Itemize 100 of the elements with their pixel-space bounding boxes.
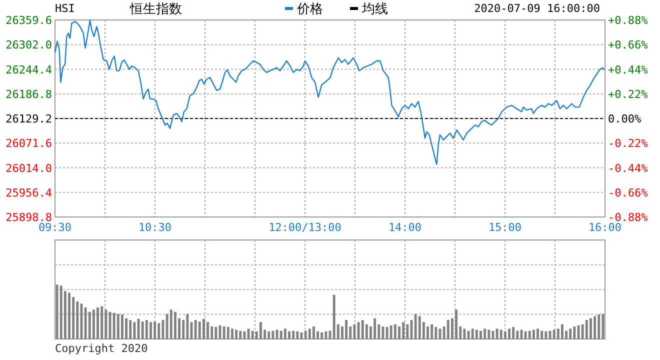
bar (512, 327, 515, 339)
bar (598, 314, 600, 339)
bar (544, 331, 548, 339)
bar (133, 322, 136, 339)
x-tick-label: 16:00 (588, 221, 622, 234)
bar (125, 318, 128, 339)
bar (556, 328, 560, 339)
bar (434, 327, 438, 339)
bar (166, 314, 168, 339)
bar (536, 328, 539, 339)
bar (516, 330, 519, 339)
bar (222, 326, 226, 339)
bar (150, 322, 152, 339)
y2-tick-label: +0.66% (608, 38, 648, 52)
y-tick-label: 26244.4 (6, 63, 52, 76)
bar (430, 324, 434, 339)
y-tick-label: 26359.6 (6, 14, 52, 27)
bar (174, 312, 176, 339)
y2-tick-label: -0.22% (608, 137, 648, 150)
bar (590, 318, 592, 339)
bar (398, 326, 400, 339)
bar (76, 301, 79, 339)
bar (100, 306, 104, 339)
bar (426, 326, 429, 339)
bar (552, 330, 556, 339)
bar (402, 322, 405, 339)
bar (260, 322, 262, 339)
y-tick-label: 25956.4 (6, 186, 52, 200)
y-tick-label: 26071.6 (6, 137, 52, 150)
chart-title: 恒生指数 (129, 2, 182, 17)
x-tick-label: 09:30 (38, 221, 72, 234)
bar (56, 284, 58, 339)
bar (602, 314, 604, 339)
y-tick-label: 26014.0 (6, 162, 52, 175)
bar (158, 323, 160, 339)
bar (418, 316, 421, 339)
bar (484, 328, 486, 339)
bar (414, 314, 417, 339)
bar (60, 286, 62, 339)
legend-label: 均线 (361, 2, 388, 17)
bar (540, 330, 544, 339)
y2-tick-label: +0.44% (608, 63, 648, 76)
bar (214, 327, 218, 339)
bar (471, 328, 474, 339)
bar (170, 310, 172, 339)
x-tick-label: 10:30 (138, 221, 172, 234)
bar (154, 322, 156, 339)
bar (406, 324, 409, 339)
bar (594, 316, 596, 339)
bar (488, 330, 490, 339)
bar (532, 330, 535, 339)
bar (304, 330, 307, 339)
bar (394, 324, 396, 339)
y-tick-label: 26186.8 (6, 88, 52, 101)
legend-label: 价格 (296, 2, 323, 17)
bar (332, 294, 336, 339)
bar (129, 320, 132, 339)
bar (390, 325, 392, 339)
bar (145, 320, 148, 339)
bar (324, 331, 328, 339)
bar (292, 330, 295, 339)
bar (492, 330, 494, 339)
y2-tick-label: +0.22% (608, 88, 648, 101)
bar (524, 331, 527, 339)
bar (561, 324, 564, 339)
y2-tick-label: 0.00% (608, 112, 642, 126)
bar (276, 330, 278, 339)
bar (121, 314, 124, 339)
bar (500, 330, 502, 339)
bar (296, 331, 299, 339)
bar (496, 328, 498, 339)
x-tick-label: 12:00/13:00 (268, 221, 342, 234)
y2-tick-label: +0.88% (608, 14, 648, 27)
text: Copyright 2020 (55, 342, 148, 355)
bar (92, 310, 95, 339)
y-tick-label: 26129.2 (6, 112, 52, 126)
bar (320, 332, 324, 339)
bar (288, 331, 290, 339)
bar (508, 328, 510, 339)
bar (243, 331, 246, 339)
bar (374, 318, 376, 339)
bar (581, 324, 584, 339)
bar (463, 328, 466, 339)
bar (284, 328, 286, 339)
bar (116, 314, 120, 339)
bar (382, 326, 384, 339)
bar (585, 320, 588, 339)
y2-tick-label: -0.88% (608, 211, 648, 224)
bar (475, 330, 478, 339)
y-tick-label: 26302.0 (6, 38, 52, 52)
bar (206, 322, 209, 339)
bar (272, 330, 274, 339)
bar (84, 307, 87, 339)
bar (96, 307, 99, 339)
bar (202, 318, 205, 339)
bar (504, 331, 506, 339)
bar (455, 310, 458, 339)
bar (235, 330, 238, 339)
bar (308, 328, 311, 339)
bar (446, 320, 450, 339)
